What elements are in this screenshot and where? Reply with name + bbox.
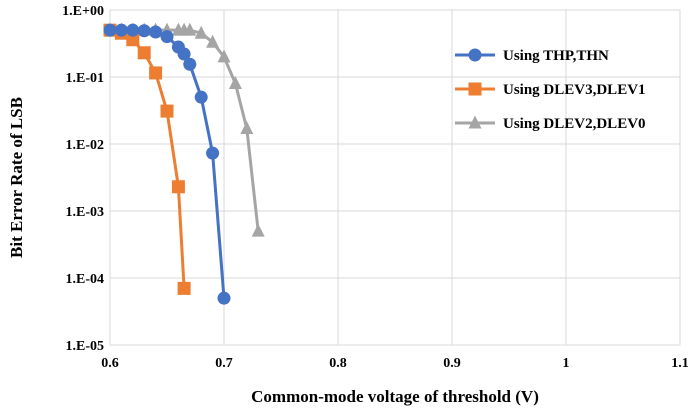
series-line-thp-thn	[110, 28, 226, 299]
data-point-dlev3-dlev1	[126, 33, 140, 47]
y-tick-label: 1.E-05	[66, 339, 105, 354]
legend-label: Using DLEV2,DLEV0	[503, 116, 646, 132]
y-tick-label: 1.E-03	[66, 205, 105, 220]
series-line-dlev3-dlev1	[109, 28, 186, 289]
legend-marker	[468, 82, 482, 96]
y-tick-label: 1.E+00	[62, 4, 104, 19]
y-tick-label: 1.E-04	[66, 272, 105, 287]
data-point-thp-thn	[114, 23, 128, 37]
data-point-thp-thn	[177, 47, 191, 61]
x-tick-label: 0.8	[329, 356, 347, 371]
y-tick-labels: 1.E+00 1.E-01 1.E-02 1.E-03 1.E-04 1.E-05	[62, 4, 104, 354]
x-tick-label: 0.6	[101, 356, 119, 371]
legend-marker	[468, 48, 482, 62]
data-point-thp-thn	[217, 291, 231, 305]
legend-item-thp-thn: Using THP,THN	[455, 48, 609, 64]
data-point-thp-thn	[126, 23, 140, 37]
data-point-thp-thn	[194, 90, 208, 104]
legend: Using THP,THN Using DLEV3,DLEV1 Using DLEV…	[455, 48, 646, 132]
data-point-dlev2-dlev0	[251, 223, 265, 237]
x-tick-label: 1.1	[671, 356, 689, 371]
legend-label: Using DLEV3,DLEV1	[503, 82, 646, 98]
data-point-dlev3-dlev1	[177, 281, 191, 295]
legend-marker	[468, 115, 482, 129]
data-point-thp-thn	[206, 146, 220, 160]
plot-area	[109, 9, 681, 346]
data-point-dlev3-dlev1	[171, 180, 185, 194]
data-point-dlev2-dlev0	[183, 22, 197, 36]
data-point-thp-thn	[183, 57, 197, 71]
series-thp-thn	[103, 23, 231, 305]
data-point-dlev3-dlev1	[137, 46, 151, 60]
series-group	[103, 22, 265, 305]
data-point-thp-thn	[149, 25, 163, 39]
y-axis-title: Bit Error Rate of LSB	[7, 97, 26, 258]
y-tick-label: 1.E-02	[66, 138, 105, 153]
x-tick-label: 0.9	[443, 356, 461, 371]
data-point-dlev2-dlev0	[206, 34, 220, 48]
x-tick-label: 0.7	[215, 356, 233, 371]
x-tick-label: 1	[563, 356, 570, 371]
data-point-dlev2-dlev0	[228, 75, 242, 89]
x-tick-labels: 0.6 0.7 0.8 0.9 1 1.1	[101, 356, 689, 371]
x-axis-title: Common-mode voltage of threshold (V)	[251, 387, 539, 406]
data-point-dlev2-dlev0	[217, 49, 231, 63]
legend-item-dlev2-dlev0: Using DLEV2,DLEV0	[455, 115, 646, 132]
data-point-thp-thn	[103, 23, 117, 37]
data-point-thp-thn	[160, 30, 174, 44]
data-point-dlev2-dlev0	[194, 25, 208, 39]
y-tick-label: 1.E-01	[66, 71, 105, 86]
data-point-dlev3-dlev1	[160, 104, 174, 118]
data-point-thp-thn	[137, 24, 151, 38]
series-dlev3-dlev1	[103, 23, 191, 295]
legend-item-dlev3-dlev1: Using DLEV3,DLEV1	[455, 82, 646, 98]
data-point-dlev2-dlev0	[240, 121, 254, 135]
legend-label: Using THP,THN	[503, 48, 609, 64]
data-point-dlev3-dlev1	[149, 66, 163, 80]
